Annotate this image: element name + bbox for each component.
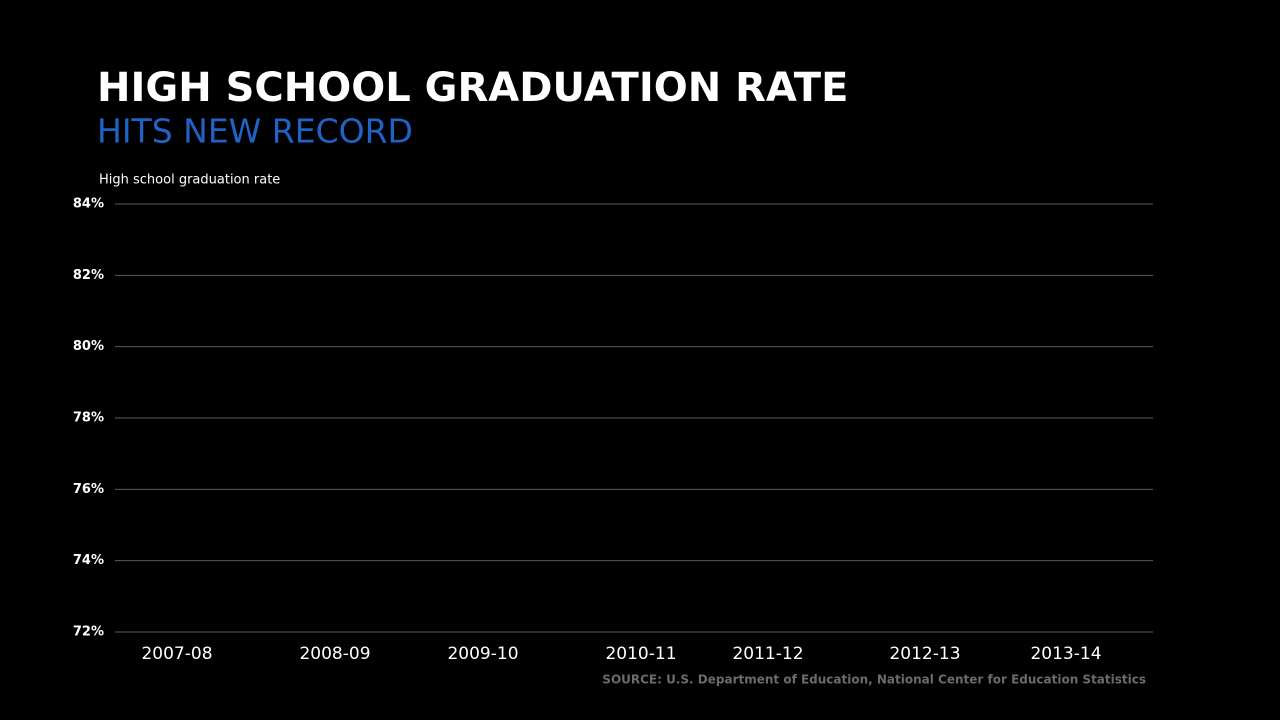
x-tick-label: 2008-09 [299,644,370,664]
chart-subtitle: HITS NEW RECORD [97,112,413,151]
y-tick-label: 76% [73,482,104,497]
x-tick-label: 2012-13 [889,644,960,664]
y-tick-label: 84% [73,197,104,212]
x-tick-label: 2011-12 [732,644,803,664]
y-axis-label: High school graduation rate [99,173,280,188]
chart-title: HIGH SCHOOL GRADUATION RATE [97,65,848,111]
y-tick-label: 74% [73,553,104,568]
x-tick-label: 2009-10 [447,644,518,664]
source-note: SOURCE: U.S. Department of Education, Na… [602,673,1146,687]
x-tick-label: 2010-11 [605,644,676,664]
x-tick-label: 2013-14 [1030,644,1101,664]
x-tick-label: 2007-08 [141,644,212,664]
y-tick-label: 82% [73,268,104,283]
y-tick-label: 72% [73,625,104,640]
y-tick-label: 80% [73,339,104,354]
y-tick-label: 78% [73,411,104,426]
